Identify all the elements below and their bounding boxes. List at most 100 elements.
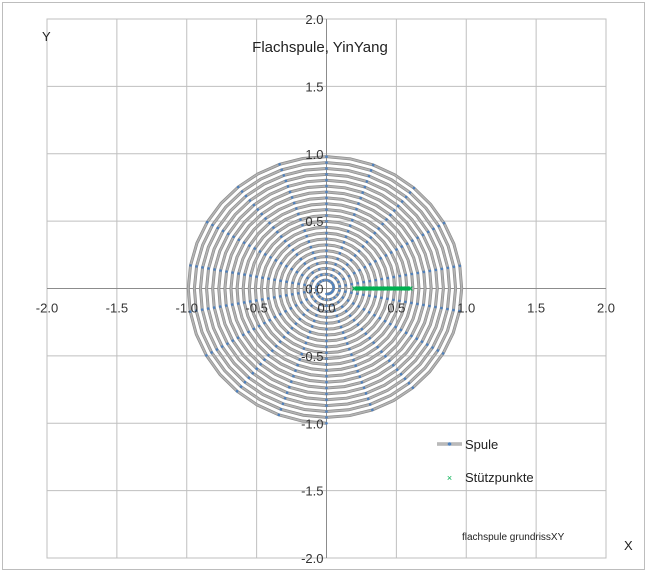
spule-point [317,308,320,312]
y-tick-label: -1.5 [301,484,323,499]
spule-point [330,274,333,277]
spule-point [325,267,328,270]
spule-point [380,296,383,300]
spule-point [329,298,332,301]
spule-point [294,322,298,325]
spule-point [325,421,328,425]
spule-point [330,281,333,284]
stuetzpunkt-marker [372,286,378,291]
spule-point [325,304,328,307]
spule-point [404,273,408,277]
x-tick-label: -1.0 [176,301,198,316]
spule-point [232,235,235,239]
spule-point [416,302,419,306]
spule-point [422,303,425,307]
spule-point [384,354,387,358]
spule-point [317,268,321,271]
spule-point [255,275,258,278]
spule-point [215,348,219,351]
spule-point [325,243,328,247]
spule-point [342,267,345,271]
spule-point [325,310,328,313]
spule-point [353,254,357,257]
spule-point [360,380,364,384]
spule-point [247,330,250,334]
spule-point [278,295,282,298]
spule-point [319,280,322,283]
spule-point [216,226,220,230]
spule-point [306,308,309,312]
spule-point [325,374,328,378]
chart-title: Flachspule, YinYang [252,39,388,56]
spule-point [201,266,204,269]
spule-point [221,229,225,233]
spule-point [362,308,366,311]
spule-point [218,305,222,308]
spule-point [404,300,407,304]
spule-point [407,381,411,385]
spule-point [350,353,353,356]
spule-point [360,327,364,331]
stuetzpunkt-stroke-b [372,286,378,291]
spule-point [289,307,293,310]
spule-point [346,229,350,233]
spule-point [285,391,289,395]
spule-point [441,352,445,355]
spule-point [230,303,234,306]
spule-point [366,397,370,401]
stuetzpunkt-marker [386,286,392,291]
spule-point [392,298,395,302]
spule-point [369,169,373,172]
spule-point [348,347,351,351]
spule-point [325,231,328,235]
spule-point [325,272,328,276]
spule-point [400,200,404,203]
spule-point [285,294,288,297]
spule-point [285,264,288,268]
legend-marker-stuetzpunkte: × [447,473,452,483]
spule-point [420,340,424,343]
spule-point [365,180,369,183]
spule-point [200,308,204,311]
spule-point [267,277,270,280]
y-tick-label: -0.5 [301,349,323,364]
spule-point [256,208,260,211]
spule-point [408,191,412,194]
spule-point [253,247,257,250]
legend-item-spule: Spule [437,437,498,452]
spule-point [365,240,369,244]
spule-point [367,310,371,314]
spule-point [207,267,210,270]
spule-point [310,325,314,328]
spule-point [288,190,292,194]
spule-point [380,350,383,353]
spule-point [248,244,251,247]
spule-point [325,167,328,170]
spule-point [298,317,302,321]
spule-point [278,312,282,316]
spule-point [236,302,240,305]
spule-point [354,364,357,368]
spule-point [369,236,373,239]
spule-point [458,309,461,313]
spule-point [318,295,321,298]
spule-point [237,272,240,275]
spule-point [346,299,350,302]
spule-point [287,385,291,389]
spule-point [220,345,224,348]
spule-point [421,233,425,237]
spule-point [410,272,414,276]
spule-point [371,163,375,167]
spule-point [325,363,328,366]
spule-point [264,217,267,220]
x-tick-label: 0.0 [317,301,335,316]
spule-point [297,282,300,286]
spule-point [346,342,349,345]
spule-point [416,271,420,275]
spule-point [308,330,312,334]
spule-point [403,377,407,381]
stuetzpunkt-stroke-b [359,286,364,291]
spule-point [373,231,377,235]
spule-point [287,244,291,247]
spule-point [341,331,345,334]
